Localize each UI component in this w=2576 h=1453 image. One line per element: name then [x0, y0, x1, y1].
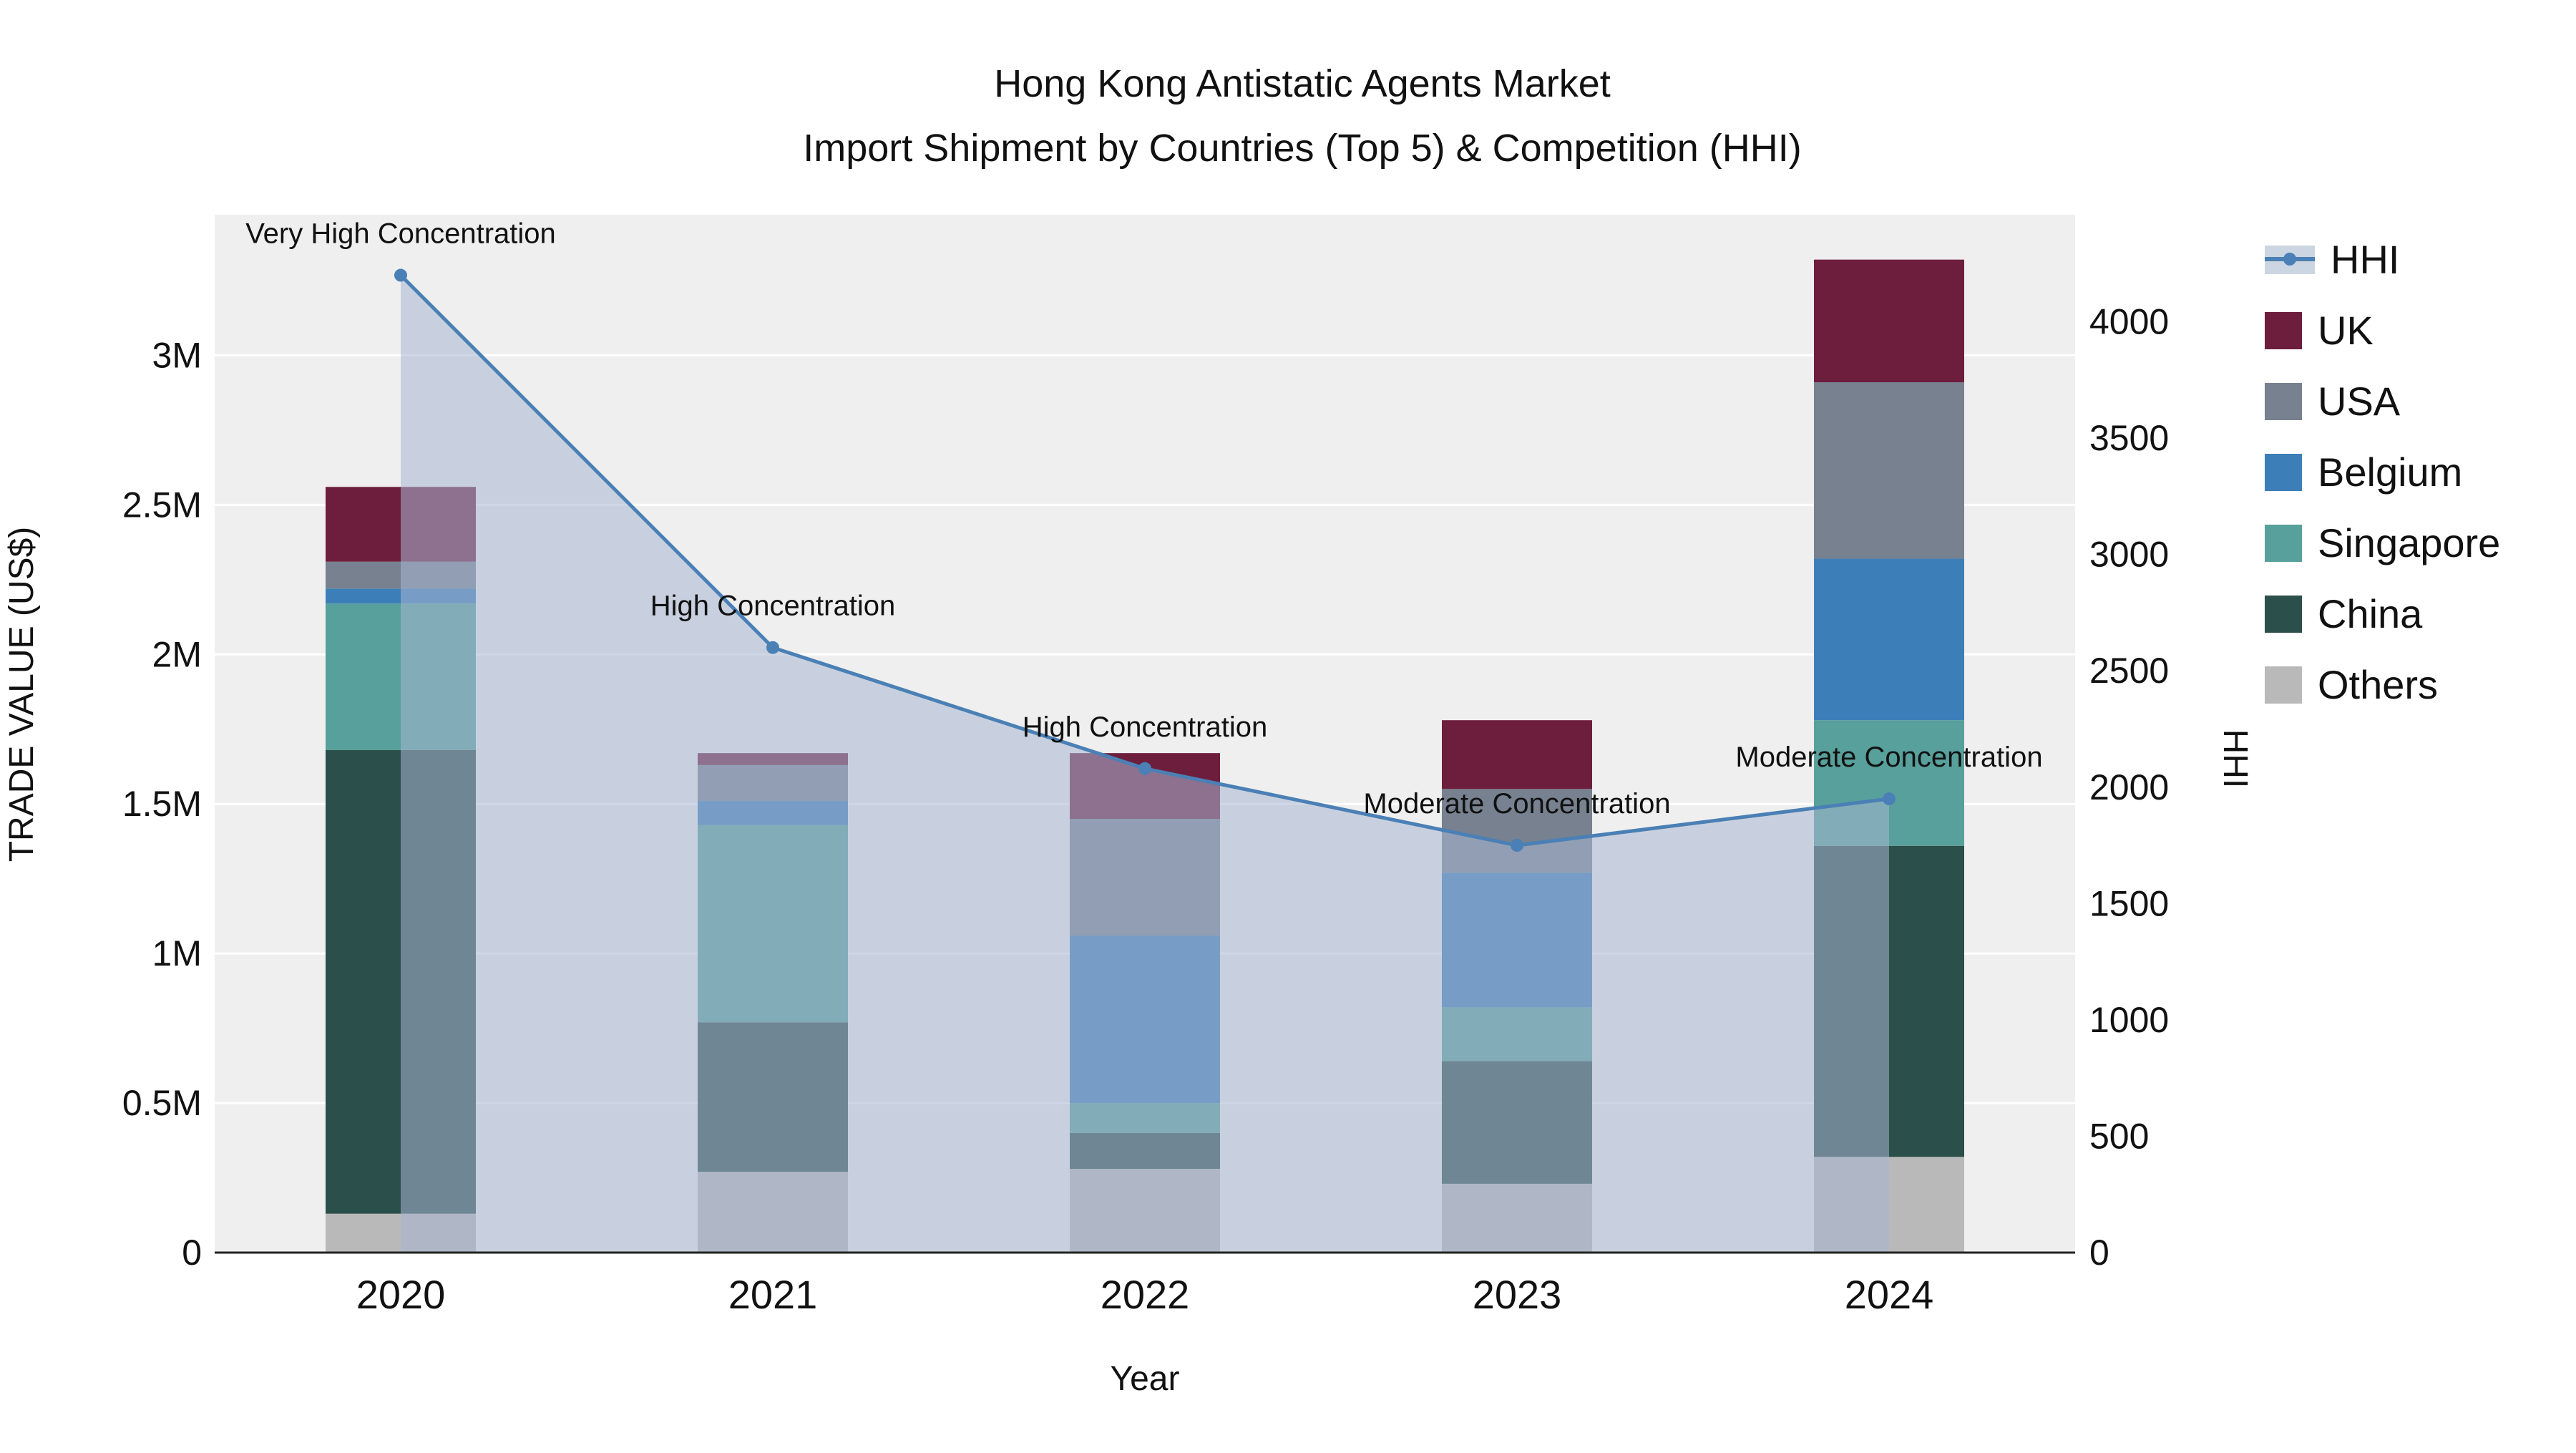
annotation-2022: High Concentration [1023, 711, 1267, 743]
chart-title-line1: Hong Kong Antistatic Agents Market [994, 62, 1611, 105]
x-tick-2022: 2022 [1101, 1272, 1190, 1317]
hhi-area [401, 275, 1889, 1253]
y-tick-right: 4000 [2089, 302, 2169, 342]
legend-item-uk[interactable]: UK [2265, 307, 2500, 354]
bar-segment-belgium-2024 [1814, 558, 1964, 721]
legend-item-hhi[interactable]: HHI [2265, 236, 2500, 283]
x-axis-label: Year [1111, 1360, 1180, 1398]
annotation-2020: Very High Concentration [245, 218, 556, 250]
x-tick-2020: 2020 [356, 1272, 446, 1317]
legend-item-belgium[interactable]: Belgium [2265, 449, 2500, 495]
y-axis-right-label: HHI [2216, 729, 2254, 789]
y-tick-left: 2M [152, 634, 202, 674]
hhi-area-fill [401, 275, 1889, 1253]
y-tick-left: 2.5M [122, 485, 202, 525]
bar-segment-uk-2024 [1814, 259, 1964, 383]
hhi-marker-2022 [1138, 762, 1151, 775]
y-tick-left: 1.5M [122, 784, 202, 824]
hhi-marker-2023 [1511, 839, 1523, 852]
bar-segment-uk-2023 [1442, 720, 1592, 789]
y-tick-left: 0 [182, 1233, 202, 1273]
hhi-line [394, 268, 1896, 852]
annotation-2021: High Concentration [650, 591, 895, 622]
y-tick-right: 2500 [2089, 651, 2169, 691]
x-tick-2024: 2024 [1845, 1272, 1934, 1317]
legend-item-china[interactable]: China [2265, 591, 2500, 637]
x-tick-2021: 2021 [728, 1272, 818, 1317]
y-tick-left: 0.5M [122, 1083, 202, 1123]
y-tick-right: 0 [2089, 1233, 2109, 1273]
y-tick-right: 3500 [2089, 418, 2169, 458]
annotations: Very High Concentration High Concentratio… [245, 218, 2042, 820]
legend-item-others[interactable]: Others [2265, 661, 2500, 708]
annotation-2023: Moderate Concentration [1363, 788, 1670, 820]
annotation-2024: Moderate Concentration [1735, 742, 2042, 773]
x-tick-2023: 2023 [1473, 1272, 1562, 1317]
legend-swatch-hhi-icon [2265, 245, 2315, 274]
legend-label-usa: USA [2318, 379, 2401, 424]
y-tick-right: 2000 [2089, 767, 2169, 807]
legend-label-hhi: HHI [2331, 237, 2400, 282]
y-tick-left: 3M [152, 335, 202, 375]
legend-item-singapore[interactable]: Singapore [2265, 520, 2500, 566]
legend-swatch-uk [2265, 311, 2302, 349]
legend-swatch-belgium [2265, 453, 2302, 491]
chart-title-line2: Import Shipment by Countries (Top 5) & C… [803, 127, 1802, 170]
legend-swatch-china [2265, 595, 2302, 633]
legend-swatch-singapore [2265, 524, 2302, 562]
bar-segment-usa-2024 [1814, 382, 1964, 559]
y-axis-left-label: TRADE VALUE (US$) [3, 527, 41, 862]
legend: HHI UK USA Belgium Singapore China Others [2265, 236, 2500, 708]
legend-item-usa[interactable]: USA [2265, 378, 2500, 424]
y-tick-right: 3000 [2089, 535, 2169, 575]
axis-ticks: 0 0.5M 1M 1.5M 2M 2.5M 3M 0 500 1000 1500 2000 2500 3… [122, 302, 2169, 1317]
hhi-marker-2020 [394, 268, 407, 282]
hhi-marker-2021 [766, 641, 779, 654]
hhi-marker-2024 [1883, 792, 1896, 806]
legend-label-singapore: Singapore [2318, 520, 2501, 565]
y-tick-right: 500 [2089, 1116, 2149, 1156]
legend-label-others: Others [2318, 662, 2439, 707]
y-tick-left: 1M [152, 933, 202, 973]
legend-label-china: China [2318, 591, 2423, 636]
y-tick-right: 1000 [2089, 1000, 2169, 1040]
y-tick-right: 1500 [2089, 883, 2169, 923]
legend-label-belgium: Belgium [2318, 449, 2463, 495]
legend-swatch-others [2265, 666, 2302, 704]
legend-label-uk: UK [2318, 308, 2373, 353]
legend-swatch-usa [2265, 382, 2302, 420]
